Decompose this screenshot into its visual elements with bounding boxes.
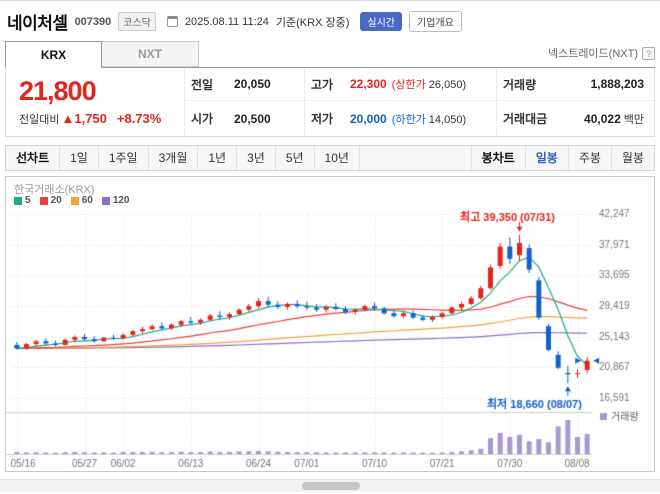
period-1y[interactable]: 1년 xyxy=(198,146,238,171)
price-change-row: 전일대비 ▲1,750 +8.73% xyxy=(19,111,184,127)
ma20-legend: 20 xyxy=(39,195,62,207)
ma20-label: 20 xyxy=(50,195,62,207)
lower-limit: (하한가 14,050) xyxy=(392,111,466,127)
amount-label: 거래대금 xyxy=(496,102,558,136)
line-chart-label[interactable]: 선차트 xyxy=(6,146,61,171)
nxt-info-label: 넥스트레이드(NXT) xyxy=(547,48,638,60)
ma120-color-swatch xyxy=(101,196,110,205)
price-chart: 한국거래소(KRX) 5 20 60 120 xyxy=(5,176,655,473)
upper-limit-value: 26,050) xyxy=(428,79,467,91)
candle-mode-daily[interactable]: 일봉 xyxy=(526,146,569,171)
low-cell: 20,000 (하한가 14,050) xyxy=(344,102,496,135)
upper-limit: (상한가 26,050) xyxy=(392,76,466,92)
candle-mode-group: 봉차트 일봉 주봉 월봉 xyxy=(470,146,654,171)
prev-close-label: 전일 xyxy=(184,68,228,101)
open-value: 20,500 xyxy=(234,111,271,126)
nxt-info: 넥스트레이드(NXT) ? xyxy=(548,45,655,67)
candle-mode-weekly[interactable]: 주봉 xyxy=(569,146,612,171)
exchange-label: 한국거래소(KRX) xyxy=(14,184,95,197)
current-price: 21,800 xyxy=(19,76,97,106)
ma5-color-swatch xyxy=(14,196,22,205)
horizontal-scrollbar xyxy=(0,479,660,493)
change-value: ▲1,750 xyxy=(61,111,107,127)
upper-limit-label: (상한가 xyxy=(391,79,426,91)
chart-toolbar: 선차트 1일 1주일 3개월 1년 3년 5년 10년 봉차트 일봉 주봉 월봉 xyxy=(5,145,655,172)
ma60-color-swatch xyxy=(70,196,79,205)
stock-code: 007390 xyxy=(74,15,112,28)
ma20-color-swatch xyxy=(39,196,48,205)
amount-cell: 40,022 백만 xyxy=(558,102,654,135)
calendar-icon xyxy=(166,16,178,27)
lower-limit-label: (하한가 xyxy=(391,113,426,126)
period-5y[interactable]: 5년 xyxy=(276,146,315,171)
change-percent: +8.73% xyxy=(116,111,162,127)
volume-label: 거래량 xyxy=(496,68,558,101)
ma60-legend: 60 xyxy=(70,195,93,207)
quote-table: 전일 20,050 고가 22,300 (상한가 26,050) 거래량 1,8… xyxy=(184,68,654,136)
ma120-legend: 120 xyxy=(101,195,130,207)
prev-close-value: 20,050 xyxy=(228,68,304,101)
stock-header: 네이처셀 007390 코스닥 2025.08.11 11:24 기준(KRX … xyxy=(5,7,655,41)
low-value: 20,000 xyxy=(350,111,387,126)
amount-unit: 백만 xyxy=(623,113,644,126)
amount-value: 40,022 xyxy=(584,111,621,126)
ma60-label: 60 xyxy=(81,195,93,207)
quote-datetime-suffix: 기준(KRX 장중) xyxy=(275,16,350,29)
ma-legend: 5 20 60 120 xyxy=(14,195,130,206)
period-3m[interactable]: 3개월 xyxy=(149,146,199,171)
ma120-label: 120 xyxy=(112,195,130,207)
lower-limit-value: 14,050) xyxy=(428,113,467,126)
high-cell: 22,300 (상한가 26,050) xyxy=(344,68,496,101)
change-label: 전일대비 xyxy=(19,114,60,127)
ma5-label: 5 xyxy=(25,195,31,207)
help-icon[interactable]: ? xyxy=(642,46,655,60)
candlestick-chart-canvas[interactable] xyxy=(6,206,654,473)
stock-name: 네이처셀 xyxy=(7,14,68,33)
high-label: 고가 xyxy=(304,68,344,101)
high-value: 22,300 xyxy=(350,77,387,91)
price-main: 21,800 전일대비 ▲1,750 +8.73% xyxy=(6,68,184,136)
candle-mode-monthly[interactable]: 월봉 xyxy=(621,151,644,166)
company-overview-button[interactable]: 기업개요 xyxy=(409,11,462,32)
tab-krx[interactable]: KRX xyxy=(5,41,102,68)
price-panel: 21,800 전일대비 ▲1,750 +8.73% 전일 20,050 고가 2… xyxy=(5,68,655,138)
candle-chart-label[interactable]: 봉차트 xyxy=(470,146,526,171)
market-tab-row: KRX NXT 넥스트레이드(NXT) ? xyxy=(5,41,655,68)
open-label: 시가 xyxy=(184,102,228,136)
period-1d[interactable]: 1일 xyxy=(60,146,99,171)
tab-nxt[interactable]: NXT xyxy=(102,41,199,67)
quote-datetime: 2025.08.11 11:24 xyxy=(184,15,269,28)
market-badge: 코스닥 xyxy=(118,12,156,31)
low-label: 저가 xyxy=(304,102,344,136)
scrollbar-thumb[interactable] xyxy=(302,482,360,491)
period-1w[interactable]: 1주일 xyxy=(99,146,149,171)
period-3y[interactable]: 3년 xyxy=(237,146,276,171)
ma5-legend: 5 xyxy=(14,195,31,206)
volume-value: 1,888,203 xyxy=(558,68,654,101)
realtime-badge[interactable]: 실시간 xyxy=(360,12,402,31)
period-10y[interactable]: 10년 xyxy=(315,146,360,171)
